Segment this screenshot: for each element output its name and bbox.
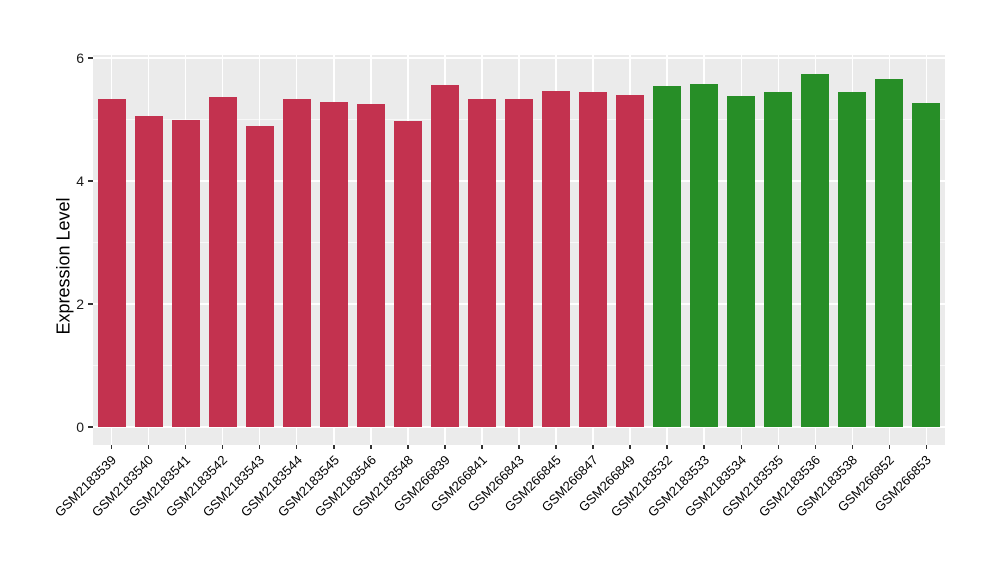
bar (838, 92, 867, 427)
bar (430, 85, 459, 427)
x-axis-tick (147, 445, 150, 449)
bar (134, 116, 163, 427)
x-axis-tick (184, 445, 187, 449)
x-axis-tick (592, 445, 594, 449)
y-axis-tick (88, 180, 93, 182)
gridline-y-major (93, 57, 945, 59)
bar (208, 96, 237, 427)
x-axis-tick (221, 445, 224, 449)
bar (616, 94, 645, 427)
x-axis-tick (110, 445, 113, 449)
x-axis-tick (295, 445, 298, 449)
gridline-y-major (93, 426, 945, 428)
bar (912, 102, 941, 427)
x-axis-tick (777, 445, 780, 449)
x-axis-tick (740, 445, 742, 449)
x-axis-tick (407, 445, 409, 449)
bar (97, 99, 126, 427)
y-tick-label: 0 (76, 419, 84, 435)
x-axis-tick (444, 445, 446, 449)
bar (467, 99, 496, 427)
bar (171, 119, 200, 427)
x-axis-tick (258, 445, 261, 449)
y-tick-label: 4 (76, 173, 84, 189)
y-tick-label: 2 (76, 296, 84, 312)
y-axis-tick (88, 303, 93, 305)
bar (579, 91, 608, 427)
bar (282, 98, 311, 427)
x-axis-tick (555, 445, 557, 449)
x-axis-tick (481, 445, 483, 449)
x-axis-tick (888, 445, 891, 449)
chart-panel (93, 55, 945, 445)
x-tick-label: GSM2183539 (52, 452, 120, 520)
y-tick-label: 6 (76, 50, 84, 66)
x-axis-tick (814, 445, 817, 449)
bar (690, 83, 719, 427)
bar (245, 126, 274, 427)
x-axis-tick (666, 445, 668, 449)
x-axis-tick (629, 445, 631, 449)
bar (727, 96, 756, 427)
y-axis-title: Expression Level (53, 197, 74, 335)
bar (356, 103, 385, 427)
bar (319, 102, 348, 427)
x-axis-tick (851, 445, 854, 449)
bar (505, 99, 533, 427)
bar (764, 91, 793, 427)
x-axis-tick (370, 445, 372, 449)
y-axis-tick (88, 426, 93, 428)
x-axis-tick (333, 445, 335, 449)
x-axis-tick (518, 445, 520, 449)
x-axis-tick (925, 445, 928, 449)
x-axis-tick (703, 445, 705, 449)
bar (542, 91, 571, 427)
bar (653, 85, 682, 427)
bar (875, 78, 904, 427)
bar (393, 120, 422, 427)
y-axis-tick (88, 57, 93, 59)
bar (801, 73, 830, 427)
